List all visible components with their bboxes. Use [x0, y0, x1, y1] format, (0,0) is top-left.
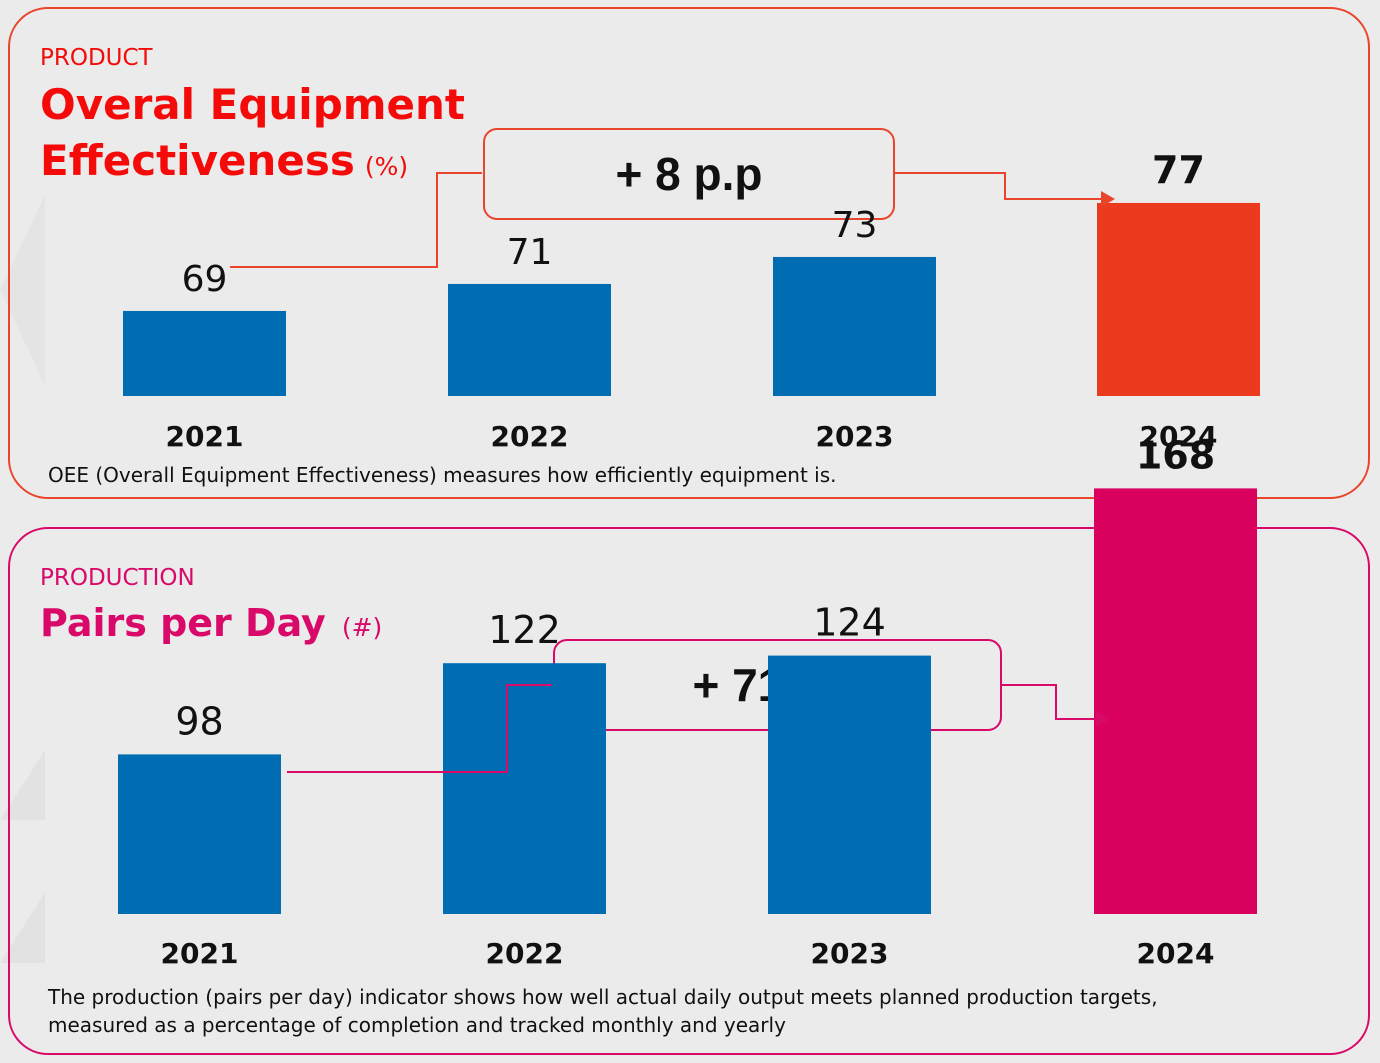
unit-label: (%): [364, 152, 409, 181]
bar-2022: [443, 663, 606, 914]
arrow-head-icon: [1096, 711, 1110, 727]
bar-2021: [118, 754, 281, 914]
value-label: 71: [507, 232, 553, 273]
chart-description: OEE (Overall Equipment Effectiveness) me…: [48, 463, 837, 487]
background-decoration: [0, 893, 45, 963]
unit-label: (#): [341, 613, 383, 642]
value-label: 69: [182, 259, 228, 300]
category-label: 2022: [491, 420, 569, 453]
value-label: 98: [175, 699, 223, 743]
value-label: 73: [832, 205, 878, 246]
delta-annotation: + 8 p.p: [483, 128, 895, 220]
bar-2023: [768, 655, 931, 914]
value-label: 168: [1136, 433, 1215, 477]
background-decoration: [0, 290, 45, 385]
arrow-head-icon: [1101, 191, 1115, 207]
category-label: 2023: [816, 420, 894, 453]
value-label: 124: [813, 601, 886, 645]
oee-panel: PRODUCT Overal Equipment Effectiveness (%…: [8, 7, 1370, 499]
title-line-1: Pairs per Day: [40, 601, 326, 645]
description-line-1: The production (pairs per day) indicator…: [48, 985, 1158, 1009]
bar-2022: [448, 283, 611, 396]
category-label: 2021: [166, 420, 244, 453]
background-decoration: [0, 750, 45, 820]
category-label: 2024: [1137, 937, 1215, 970]
value-label: 122: [488, 608, 561, 652]
title-line-2-text: Effectiveness: [40, 136, 355, 185]
category-label: 2022: [486, 937, 564, 970]
title-line-2: Effectiveness (%): [40, 133, 465, 195]
panel-title: Overal Equipment Effectiveness (%): [40, 77, 465, 195]
background-decoration: [0, 195, 45, 290]
panel-kicker: PRODUCTION: [40, 565, 195, 591]
title-line-1: Overal Equipment: [40, 80, 465, 129]
connector-line-right: [1001, 684, 1100, 720]
connector-line-left: [287, 684, 552, 773]
bar-2024: [1097, 202, 1260, 396]
bar-2023: [773, 256, 936, 396]
category-label: 2023: [811, 937, 889, 970]
bar-2021: [123, 310, 286, 396]
panel-kicker: PRODUCT: [40, 45, 153, 71]
panel-title: Pairs per Day (#): [40, 595, 382, 656]
value-label: 77: [1152, 148, 1205, 192]
chart-description: The production (pairs per day) indicator…: [48, 983, 1158, 1039]
bar-2024: [1094, 488, 1257, 914]
category-label: 2021: [161, 937, 239, 970]
connector-line-right: [894, 172, 1105, 200]
connector-line-left: [230, 172, 482, 268]
description-line-2: measured as a percentage of completion a…: [48, 1013, 786, 1037]
category-label: 2024: [1140, 420, 1218, 453]
